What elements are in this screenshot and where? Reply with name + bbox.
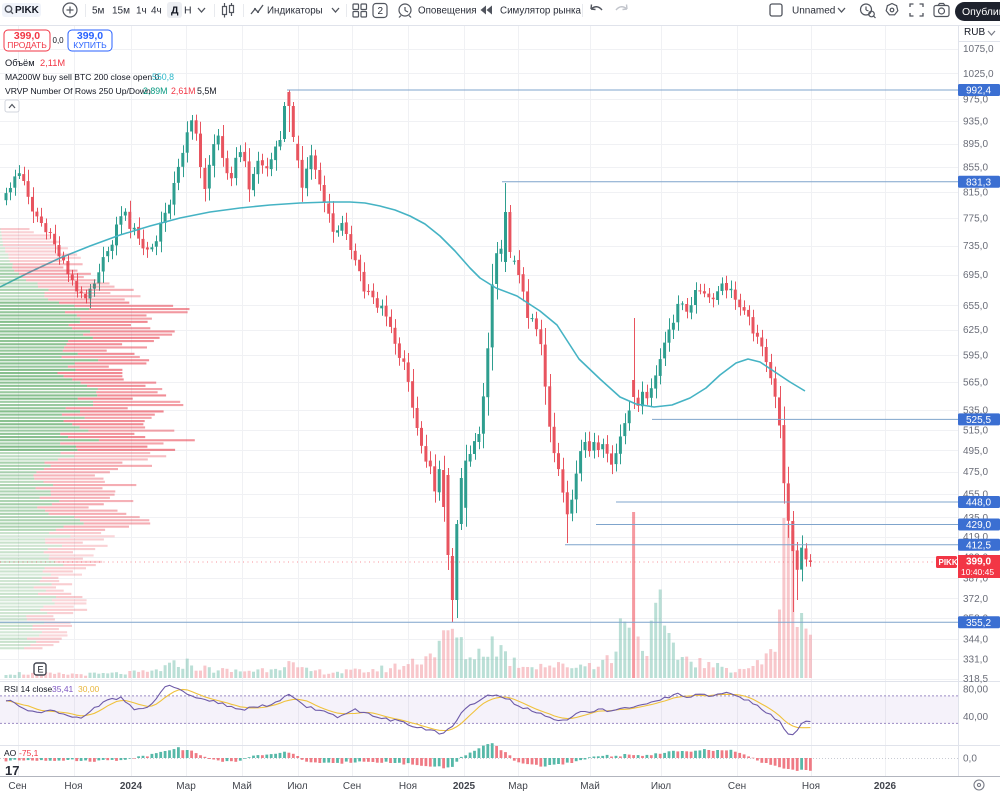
svg-text:Unnamed: Unnamed xyxy=(792,6,835,17)
svg-text:448,0: 448,0 xyxy=(966,498,991,509)
svg-text:372,0: 372,0 xyxy=(963,594,988,605)
svg-text:17: 17 xyxy=(5,763,19,778)
svg-text:Май: Май xyxy=(232,781,252,792)
svg-text:535,0: 535,0 xyxy=(963,406,988,417)
svg-text:Июл: Июл xyxy=(287,781,307,792)
svg-text:2,61М: 2,61М xyxy=(171,86,195,96)
svg-text:735,0: 735,0 xyxy=(963,241,988,252)
svg-text:2025: 2025 xyxy=(453,781,476,792)
svg-text:ПРОДАТЬ: ПРОДАТЬ xyxy=(7,40,47,50)
svg-text:1ч: 1ч xyxy=(136,6,147,17)
svg-text:Июл: Июл xyxy=(651,781,671,792)
svg-text:775,0: 775,0 xyxy=(963,214,988,225)
svg-text:695,0: 695,0 xyxy=(963,270,988,281)
svg-text:344,0: 344,0 xyxy=(963,634,988,645)
svg-text:40,00: 40,00 xyxy=(963,712,988,723)
svg-text:455,0: 455,0 xyxy=(963,490,988,501)
svg-text:1075,0: 1075,0 xyxy=(963,44,994,55)
svg-text:PIKK: PIKK xyxy=(939,558,958,567)
svg-text:4ч: 4ч xyxy=(151,6,162,17)
svg-text:5,5М: 5,5М xyxy=(197,86,217,96)
svg-text:Д: Д xyxy=(171,5,179,17)
svg-text:399,0: 399,0 xyxy=(14,30,40,42)
svg-text:399,0: 399,0 xyxy=(966,557,991,568)
svg-text:Индикаторы: Индикаторы xyxy=(267,6,323,17)
svg-text:Ноя: Ноя xyxy=(399,781,417,792)
svg-text:355,2: 355,2 xyxy=(966,618,991,629)
svg-text:КУПИТЬ: КУПИТЬ xyxy=(73,40,107,50)
svg-text:VRVP Number Of Rows 250 Up/Dow: VRVP Number Of Rows 250 Up/Down xyxy=(5,86,151,96)
svg-text:515,0: 515,0 xyxy=(963,425,988,436)
svg-text:475,0: 475,0 xyxy=(963,467,988,478)
svg-text:895,0: 895,0 xyxy=(963,139,988,150)
svg-text:80,00: 80,00 xyxy=(963,685,988,696)
svg-text:Сен: Сен xyxy=(8,781,26,792)
svg-text:Опублико: Опублико xyxy=(962,6,1000,18)
svg-text:Мар: Мар xyxy=(508,781,528,792)
svg-text:PIKK: PIKK xyxy=(15,5,40,16)
svg-text:Мар: Мар xyxy=(176,781,196,792)
svg-text:10:40:45: 10:40:45 xyxy=(961,567,994,577)
svg-text:2: 2 xyxy=(378,6,384,17)
svg-text:855,0: 855,0 xyxy=(963,163,988,174)
svg-text:625,0: 625,0 xyxy=(963,325,988,336)
svg-text:35,41: 35,41 xyxy=(52,684,74,694)
svg-text:Сен: Сен xyxy=(728,781,746,792)
svg-text:Май: Май xyxy=(580,781,600,792)
svg-text:429,0: 429,0 xyxy=(966,520,991,531)
svg-text:1025,0: 1025,0 xyxy=(963,69,994,80)
svg-text:AO: AO xyxy=(4,748,17,758)
svg-text:2,11М: 2,11М xyxy=(40,58,65,68)
svg-text:-75,1: -75,1 xyxy=(19,748,39,758)
svg-text:2,89М: 2,89М xyxy=(143,86,167,96)
svg-text:992,4: 992,4 xyxy=(966,86,991,97)
svg-text:15м: 15м xyxy=(112,6,130,17)
svg-text:831,3: 831,3 xyxy=(966,177,991,188)
svg-text:0,0: 0,0 xyxy=(53,36,65,45)
svg-text:399,0: 399,0 xyxy=(77,30,103,42)
svg-text:RSI 14 close: RSI 14 close xyxy=(4,684,52,694)
svg-text:331,0: 331,0 xyxy=(963,654,988,665)
svg-text:655,0: 655,0 xyxy=(963,301,988,312)
svg-text:387,0: 387,0 xyxy=(963,573,988,584)
svg-text:MA200W buy sell BTC 200 close: MA200W buy sell BTC 200 close open 0 xyxy=(5,72,160,82)
svg-text:E: E xyxy=(38,665,44,675)
svg-text:550,8: 550,8 xyxy=(152,72,174,82)
svg-text:Симулятор рынка: Симулятор рынка xyxy=(500,6,581,17)
svg-text:Объём: Объём xyxy=(5,58,35,68)
svg-text:815,0: 815,0 xyxy=(963,188,988,199)
svg-text:Н: Н xyxy=(184,5,192,17)
svg-text:565,0: 565,0 xyxy=(963,377,988,388)
svg-text:419,0: 419,0 xyxy=(963,532,988,543)
svg-text:0,0: 0,0 xyxy=(963,754,977,765)
svg-text:2026: 2026 xyxy=(874,781,897,792)
svg-text:595,0: 595,0 xyxy=(963,351,988,362)
svg-text:412,5: 412,5 xyxy=(966,540,991,551)
svg-text:935,0: 935,0 xyxy=(963,116,988,127)
svg-text:5м: 5м xyxy=(92,6,105,17)
svg-text:435,0: 435,0 xyxy=(963,513,988,524)
svg-text:975,0: 975,0 xyxy=(963,95,988,106)
svg-text:RUB: RUB xyxy=(964,27,985,38)
svg-text:318,5: 318,5 xyxy=(963,674,988,685)
svg-text:30,00: 30,00 xyxy=(78,684,100,694)
svg-text:Ноя: Ноя xyxy=(64,781,82,792)
svg-text:Оповещения: Оповещения xyxy=(418,6,477,17)
svg-text:495,0: 495,0 xyxy=(963,446,988,457)
svg-text:525,5: 525,5 xyxy=(966,415,991,426)
svg-text:Сен: Сен xyxy=(343,781,361,792)
svg-text:Ноя: Ноя xyxy=(802,781,820,792)
svg-text:2024: 2024 xyxy=(120,781,143,792)
